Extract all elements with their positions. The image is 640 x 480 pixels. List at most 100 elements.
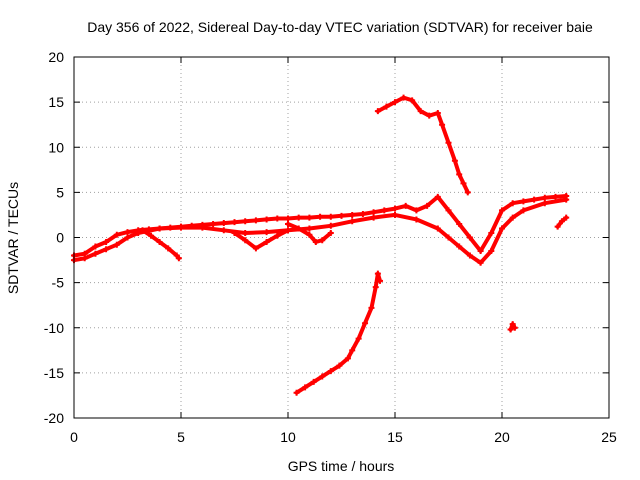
data-point xyxy=(274,232,281,239)
data-point xyxy=(165,245,172,252)
data-point xyxy=(156,225,163,232)
data-point xyxy=(374,270,381,277)
grid-lines xyxy=(74,57,609,418)
data-point xyxy=(370,214,377,221)
data-point xyxy=(349,218,356,225)
data-point xyxy=(424,202,431,209)
data-point xyxy=(327,229,334,236)
data-point xyxy=(124,234,131,241)
series-lower-band xyxy=(71,196,570,266)
data-point xyxy=(507,326,514,333)
y-tick-label: 5 xyxy=(56,184,64,200)
data-point xyxy=(541,200,548,207)
data-point xyxy=(400,94,407,101)
data-point xyxy=(445,139,452,146)
data-point xyxy=(509,214,516,221)
data-point xyxy=(552,193,559,200)
data-point xyxy=(242,229,249,236)
data-point xyxy=(413,216,420,223)
data-point xyxy=(319,373,326,380)
data-point xyxy=(456,171,463,178)
data-point xyxy=(445,207,452,214)
x-tick-label: 10 xyxy=(280,429,296,445)
data-point xyxy=(499,207,505,214)
x-axis-label: GPS time / hours xyxy=(288,458,395,474)
y-axis-label: SDTVAR / TECUs xyxy=(5,182,21,294)
data-point xyxy=(520,198,527,205)
y-tick-label: -5 xyxy=(52,275,65,291)
data-point xyxy=(434,193,441,200)
data-point xyxy=(372,284,379,291)
data-point xyxy=(434,109,441,116)
data-point xyxy=(488,229,495,236)
data-point xyxy=(509,200,516,207)
data-point xyxy=(392,211,398,218)
y-tick-label: -10 xyxy=(44,320,64,336)
data-point xyxy=(113,241,120,248)
data-point xyxy=(392,205,398,212)
data-point xyxy=(293,389,300,396)
data-point xyxy=(383,103,390,110)
axis-tick-labels: 0 5 10 15 20 25 -20 -15 -10 -5 0 5 10 15 20 xyxy=(44,49,617,445)
data-point xyxy=(374,108,381,115)
series-dip-8h xyxy=(231,227,291,252)
data-point xyxy=(263,216,270,223)
data-point xyxy=(355,335,362,342)
data-point xyxy=(558,218,565,225)
data-point xyxy=(456,243,463,250)
data-point xyxy=(103,246,110,253)
data-point xyxy=(306,225,313,232)
data-point xyxy=(563,214,570,221)
data-point xyxy=(402,202,409,209)
data-point xyxy=(377,277,384,284)
data-point xyxy=(466,252,473,259)
data-point xyxy=(327,213,334,220)
data-point xyxy=(319,237,326,244)
y-tick-label: -15 xyxy=(44,365,64,381)
data-point xyxy=(554,223,561,230)
data-point xyxy=(370,209,377,216)
data-point xyxy=(263,229,270,236)
data-point xyxy=(242,218,249,225)
data-point xyxy=(175,255,182,262)
data-point xyxy=(178,224,184,231)
data-point xyxy=(252,245,259,252)
data-point xyxy=(285,215,291,222)
data-point xyxy=(349,347,356,354)
x-tick-label: 5 xyxy=(177,429,185,445)
x-tick-label: 15 xyxy=(387,429,403,445)
data-point xyxy=(511,324,518,331)
data-point xyxy=(285,220,291,227)
data-point xyxy=(460,180,467,187)
y-tick-label: 0 xyxy=(56,230,64,246)
data-point xyxy=(199,224,206,231)
y-tick-label: -20 xyxy=(44,410,64,426)
data-point xyxy=(139,227,146,234)
y-tick-label: 15 xyxy=(48,94,64,110)
series-isolated-21h xyxy=(507,321,518,333)
data-point xyxy=(302,384,309,391)
data-point xyxy=(477,259,484,266)
data-point xyxy=(531,196,538,203)
data-point xyxy=(317,213,324,220)
data-point xyxy=(327,368,334,375)
data-point xyxy=(220,227,227,234)
data-point xyxy=(92,243,99,250)
series-dip-10h xyxy=(285,220,334,246)
data-point xyxy=(509,321,516,328)
x-tick-label: 25 xyxy=(601,429,617,445)
data-point xyxy=(563,196,570,203)
data-point xyxy=(231,229,238,236)
chart-title: Day 356 of 2022, Sidereal Day-to-day VTE… xyxy=(87,19,593,35)
data-point xyxy=(456,220,463,227)
data-point xyxy=(409,97,416,104)
data-point xyxy=(92,250,99,257)
data-point xyxy=(520,207,527,214)
data-point xyxy=(285,227,291,234)
data-point xyxy=(344,355,351,362)
series-tail-23h xyxy=(554,214,570,230)
data-series xyxy=(71,94,570,396)
data-point xyxy=(464,189,471,196)
x-tick-label: 0 xyxy=(70,429,78,445)
